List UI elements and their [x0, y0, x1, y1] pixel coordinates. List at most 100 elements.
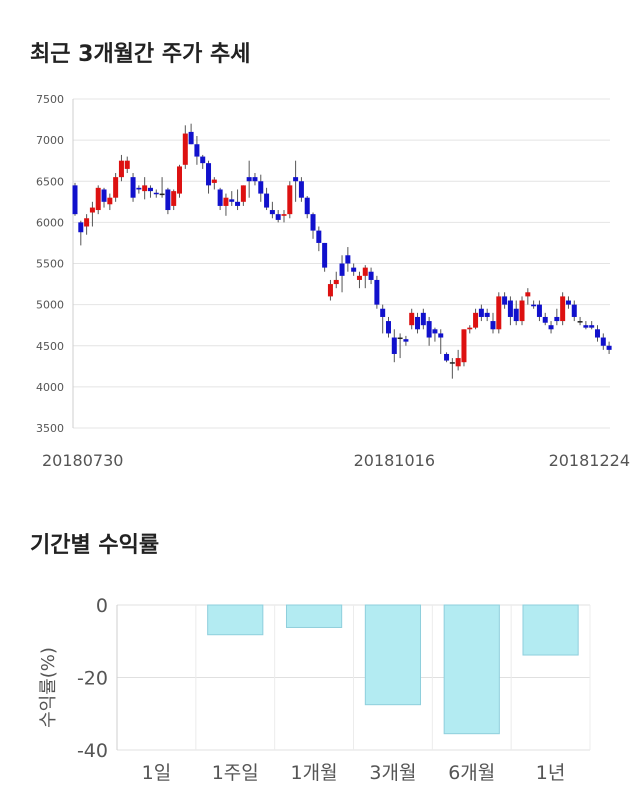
candle-body: [432, 329, 438, 334]
candle-body: [577, 321, 583, 323]
candle-body: [536, 304, 542, 317]
candle-body: [415, 316, 421, 330]
candle-body: [397, 337, 403, 340]
candle-body: [496, 296, 502, 330]
candle-body: [548, 325, 554, 330]
y-tick-label: -40: [77, 740, 108, 762]
candle-body: [293, 177, 299, 182]
candle-body: [89, 207, 95, 213]
candle-body: [606, 345, 612, 350]
candle-body: [153, 192, 159, 195]
candle-body: [461, 329, 467, 363]
candle-body: [507, 300, 513, 317]
x-category-label: 3개월: [369, 762, 416, 784]
candle-body: [211, 179, 217, 183]
candle-body: [124, 160, 130, 169]
candle-body: [258, 181, 264, 194]
candle-body: [275, 214, 281, 220]
candle-body: [368, 271, 374, 280]
x-tick-label: 20180730: [42, 451, 123, 470]
y-tick-label: -20: [77, 668, 108, 690]
candle-body: [327, 284, 333, 297]
candle-body: [403, 339, 409, 342]
return-bar: [207, 604, 264, 636]
y-tick-label: 4000: [36, 381, 64, 394]
candle-body: [118, 160, 124, 178]
candle-body: [362, 267, 368, 276]
stock-trend-title: 최근 3개월간 주가 추세: [30, 42, 251, 67]
candle-body: [525, 292, 531, 297]
candle-body: [531, 304, 537, 307]
period-returns-title: 기간별 수익률: [30, 533, 160, 558]
candle-body: [583, 325, 589, 328]
y-tick-label: 6500: [36, 175, 64, 188]
candle-body: [229, 199, 235, 202]
candle-body: [502, 296, 508, 305]
candle-body: [600, 337, 606, 346]
candle-body: [426, 321, 432, 338]
candle-body: [473, 312, 479, 328]
candle-body: [252, 177, 258, 182]
candle-body: [560, 296, 566, 322]
candle-body: [542, 316, 548, 323]
candle-body: [385, 321, 391, 334]
candle-body: [240, 185, 246, 202]
candle-body: [409, 312, 415, 326]
candle-body: [565, 300, 571, 305]
candle-body: [298, 181, 304, 198]
candle-body: [130, 177, 136, 198]
candle-body: [455, 358, 461, 367]
x-tick-label: 20181016: [354, 451, 435, 470]
x-category-label: 1년: [536, 762, 566, 784]
candle-body: [554, 316, 560, 322]
candle-body: [316, 230, 322, 243]
y-tick-label: 7500: [36, 93, 64, 106]
candle-body: [165, 189, 171, 211]
y-tick-label: 6000: [36, 216, 64, 229]
candle-body: [176, 166, 182, 194]
candle-body: [72, 185, 78, 215]
candle-body: [235, 201, 241, 206]
candle-body: [438, 333, 444, 338]
candle-body: [356, 275, 362, 280]
candle-body: [188, 131, 194, 145]
candle-body: [206, 163, 212, 186]
candle-body: [310, 214, 316, 231]
x-category-label: 1개월: [291, 762, 338, 784]
candle-body: [84, 218, 90, 227]
return-bar: [364, 604, 422, 706]
candle-body: [147, 187, 153, 192]
candle-body: [171, 191, 177, 206]
candle-body: [449, 362, 455, 364]
y-tick-label: 5000: [36, 299, 64, 312]
candle-body: [513, 308, 519, 322]
y-tick-label: 0: [96, 595, 108, 617]
candle-body: [484, 312, 490, 317]
candle-body: [107, 197, 113, 205]
candle-body: [339, 263, 345, 276]
return-bar: [285, 604, 343, 628]
candle-body: [101, 189, 107, 202]
candle-body: [589, 325, 595, 328]
candle-body: [287, 185, 293, 215]
y-tick-label: 3500: [36, 422, 64, 435]
candle-body: [571, 304, 577, 317]
candle-body: [420, 312, 426, 326]
candle-body: [217, 189, 223, 206]
candle-body: [345, 255, 351, 264]
candle-body: [223, 197, 229, 206]
candle-body: [380, 308, 386, 317]
y-tick-label: 5500: [36, 258, 64, 271]
candle-body: [194, 144, 200, 157]
x-category-label: 6개월: [448, 762, 495, 784]
candle-body: [142, 185, 148, 192]
candle-body: [490, 321, 496, 330]
candle-body: [78, 222, 84, 233]
candle-body: [246, 177, 252, 182]
candle-body: [391, 337, 397, 354]
candle-body: [374, 279, 380, 305]
y-tick-label: 7000: [36, 134, 64, 147]
x-category-label: 1주일: [212, 762, 259, 784]
candle-body: [467, 327, 473, 330]
candle-body: [264, 193, 270, 208]
